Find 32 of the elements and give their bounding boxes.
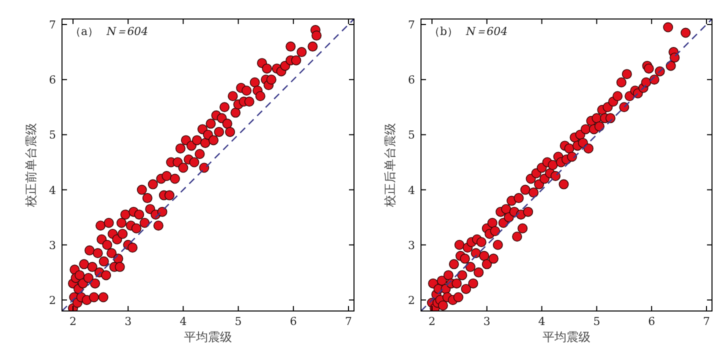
- x-tick-label: 4: [180, 315, 187, 328]
- y-tick-label: 2: [408, 294, 415, 307]
- y-tick-label: 4: [408, 184, 415, 197]
- x-tick-label: 3: [124, 315, 132, 328]
- x-tick-label: 6: [290, 315, 297, 328]
- x-tick-label: 3: [483, 315, 490, 328]
- x-tick-label: 5: [234, 315, 242, 328]
- annotation: N＝604: [465, 25, 508, 38]
- x-tick-label: 2: [428, 315, 436, 328]
- x-tick-label: 6: [648, 315, 656, 328]
- y-tick-label: 7: [408, 18, 415, 32]
- x-tick-label: 7: [344, 315, 352, 328]
- x-tick-label: 4: [538, 315, 546, 328]
- y-tick-label: 3: [49, 238, 56, 252]
- x-axis-title: 平均震级: [184, 330, 232, 344]
- x-axis-title: 平均震级: [542, 330, 590, 344]
- y-tick-label: 5: [49, 128, 56, 142]
- y-tick-label: 4: [49, 184, 56, 197]
- y-tick-label: 6: [49, 74, 56, 87]
- x-tick-label: 7: [703, 315, 710, 328]
- y-tick-label: 7: [49, 18, 56, 32]
- y-axis-title: 校正后单台震级: [383, 123, 397, 208]
- y-tick-label: 6: [408, 74, 415, 87]
- y-tick-label: 3: [408, 238, 415, 252]
- y-tick-label: 5: [408, 128, 415, 142]
- x-tick-label: 2: [70, 315, 77, 328]
- annotation: （a）: [70, 25, 99, 38]
- annotation: （b）: [429, 25, 458, 38]
- x-tick-label: 5: [593, 315, 600, 328]
- annotation: N＝604: [106, 25, 148, 38]
- y-tick-label: 2: [49, 294, 56, 307]
- y-axis-title: 校正前单台震级: [24, 123, 38, 208]
